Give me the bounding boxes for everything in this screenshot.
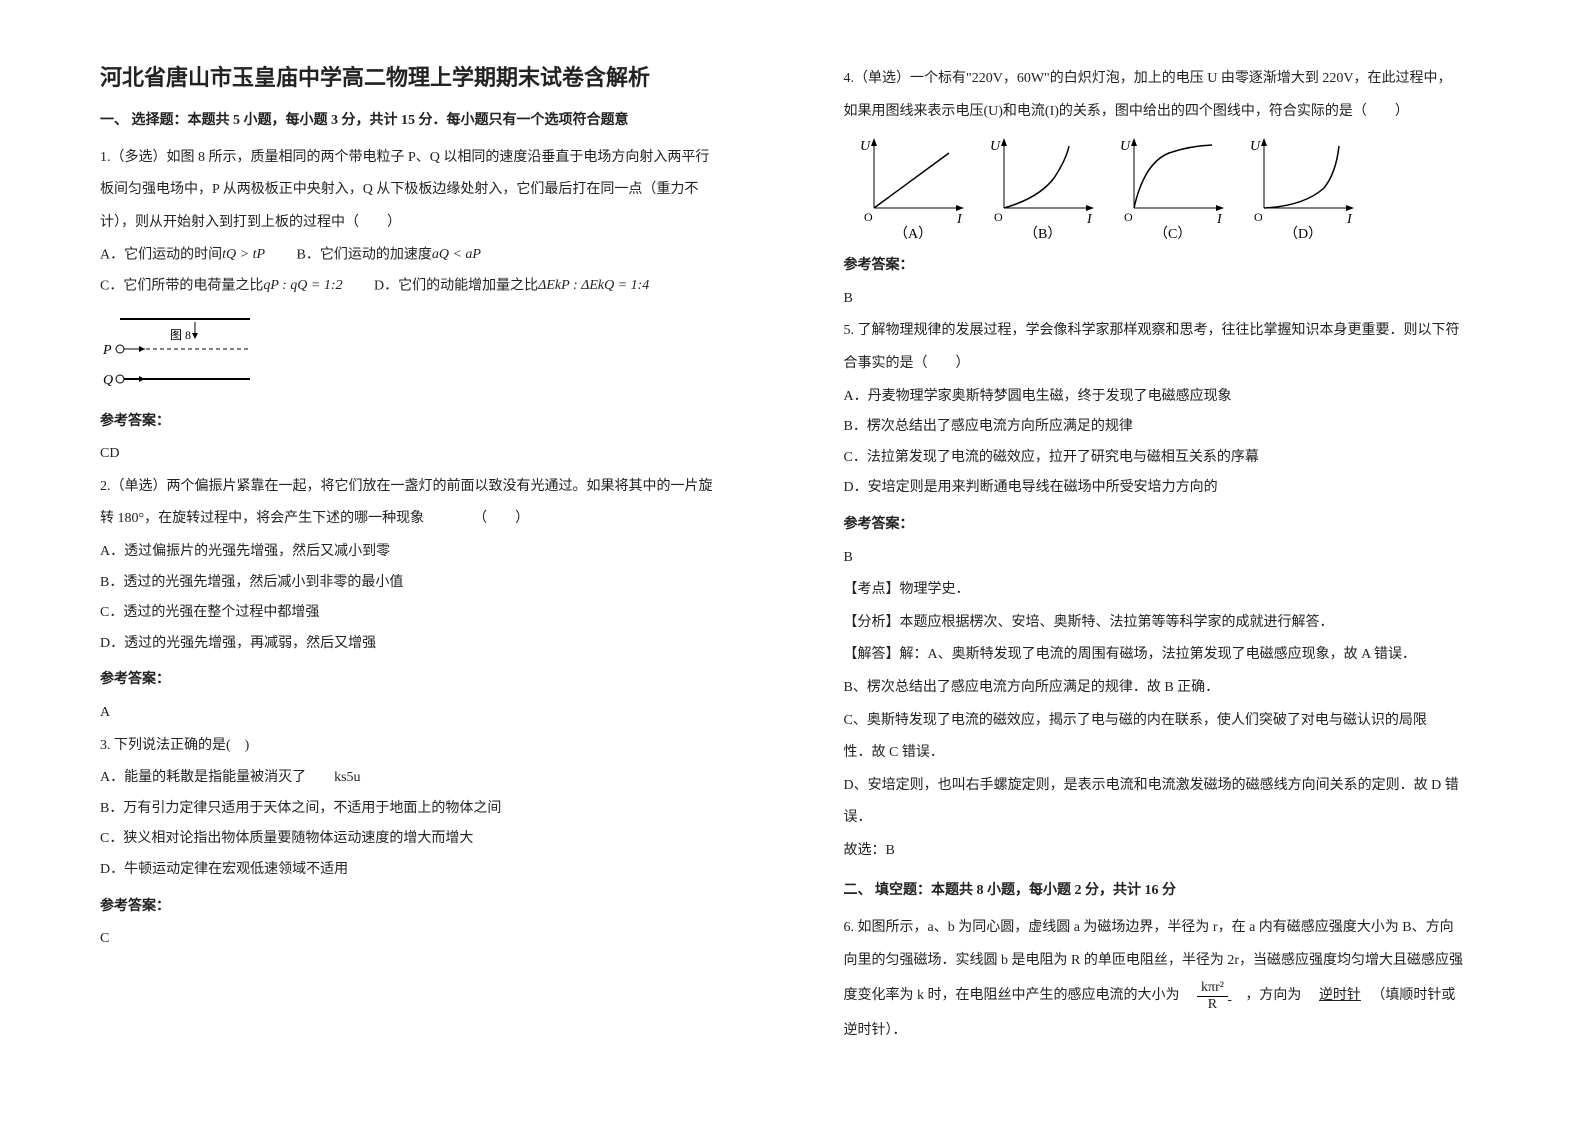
- fig8-label: 图 8: [170, 328, 191, 342]
- q5-solve-C2: 性．故 C 错误．: [844, 740, 1508, 767]
- q5-analysis: 【分析】本题应根据楞次、安培、奥斯特、法拉第等等科学家的成就进行解答．: [844, 610, 1508, 637]
- q2-optA: A．透过偏振片的光强先增强，然后又减小到零: [100, 539, 764, 566]
- q6-frac-den: R: [1197, 997, 1228, 1012]
- svg-text:I: I: [956, 212, 963, 227]
- q2-optC: C．透过的光强在整个过程中都增强: [100, 600, 764, 627]
- fig8-P: P: [102, 343, 112, 358]
- svg-text:I: I: [1086, 212, 1093, 227]
- q4-stem-line1: 4.（单选）一个标有"220V，60W"的白炽灯泡，加上的电压 U 由零逐渐增大…: [844, 66, 1508, 93]
- q6-stem-line3: 度变化率为 k 时，在电阻丝中产生的感应电流的大小为 kπr² R ，方向为 逆…: [844, 980, 1508, 1012]
- figure-8-svg: 图 8 P Q: [100, 309, 260, 399]
- svg-text:O: O: [1124, 210, 1133, 224]
- q4-label-D: （D）: [1284, 226, 1322, 242]
- q1-ref-label: 参考答案：: [100, 409, 764, 436]
- svg-text:U: U: [860, 139, 871, 154]
- q2-answer: A: [100, 700, 764, 727]
- q6-stem-line1: 6. 如图所示，a、b 为同心圆，虚线圆 a 为磁场边界，半径为 r，在 a 内…: [844, 915, 1508, 942]
- q6-blank1: kπr² R: [1197, 988, 1231, 1003]
- page-title: 河北省唐山市玉皇庙中学高二物理上学期期末试卷含解析: [100, 60, 764, 92]
- q4-ref-label: 参考答案：: [844, 253, 1508, 280]
- q3-stem: 3. 下列说法正确的是( ): [100, 733, 764, 760]
- q1-optA-math: tQ > tP: [222, 242, 265, 269]
- q5-optB: B．楞次总结出了感应电流方向所应满足的规律: [844, 414, 1508, 441]
- q1-optC-text: C．它们所带的电荷量之比: [100, 279, 263, 294]
- q3-optC: C．狭义相对论指出物体质量要随物体运动速度的增大而增大: [100, 826, 764, 853]
- q5-solve-A: 【解答】解：A、奥斯特发现了电流的周围有磁场，法拉第发现了电磁感应现象，故 A …: [844, 642, 1508, 669]
- q6-blank2: 逆时针: [1319, 988, 1361, 1003]
- q5-final: 故选：B: [844, 838, 1508, 865]
- q1-stem-line2: 板间匀强电场中，P 从两极板正中央射入，Q 从下极板边缘处射入，它们最后打在同一…: [100, 177, 764, 204]
- q4-figure-svg: U I O （A） U I O （B）: [844, 133, 1364, 243]
- q1-optB-math: aQ < aP: [432, 242, 481, 269]
- svg-text:O: O: [864, 210, 873, 224]
- q1-optA-text: A．它们运动的时间: [100, 248, 222, 263]
- q6-stem-line2: 向里的匀强磁场．实线圆 b 是电阻为 R 的单匝电阻丝，半径为 2r，当磁感应强…: [844, 948, 1508, 975]
- q6-frac-num: kπr²: [1197, 980, 1228, 996]
- q3-answer: C: [100, 926, 764, 953]
- svg-text:O: O: [1254, 210, 1263, 224]
- svg-text:I: I: [1346, 212, 1353, 227]
- q4-stem-line2: 如果用图线来表示电压(U)和电流(I)的关系，图中给出的四个图线中，符合实际的是…: [844, 99, 1508, 126]
- q4-label-C: （C）: [1154, 226, 1191, 242]
- q5-ref-label: 参考答案：: [844, 512, 1508, 539]
- q3-ref-label: 参考答案：: [100, 894, 764, 921]
- q6-stem3-post: ，方向为: [1231, 988, 1315, 1003]
- q6-stem3-pre: 度变化率为 k 时，在电阻丝中产生的感应电流的大小为: [844, 988, 1194, 1003]
- svg-text:O: O: [994, 210, 1003, 224]
- q2-stem-line2: 转 180°，在旋转过程中，将会产生下述的哪一种现象 （ ）: [100, 506, 764, 533]
- q5-solve-D2: 误．: [844, 805, 1508, 832]
- q1-option-cd: C．它们所带的电荷量之比qP : qQ = 1:2 D．它们的动能增加量之比ΔE…: [100, 273, 764, 300]
- q4-label-B: （B）: [1024, 226, 1061, 242]
- q2-optB: B．透过的光强先增强，然后减小到非零的最小值: [100, 570, 764, 597]
- q6-stem3-tail: （填顺时针或: [1364, 988, 1455, 1003]
- q1-option-ab: A．它们运动的时间tQ > tP B．它们运动的加速度aQ < aP: [100, 242, 764, 269]
- svg-text:I: I: [1216, 212, 1223, 227]
- q5-stem-line2: 合事实的是（ ）: [844, 351, 1508, 378]
- q1-optC-math: qP : qQ = 1:2: [263, 273, 342, 300]
- figure-8: 图 8 P Q: [100, 309, 764, 399]
- q1-optD-math: ΔEkP : ΔEkQ = 1:4: [538, 273, 649, 300]
- svg-text:U: U: [1120, 139, 1131, 154]
- q3-optD: D．牛顿运动定律在宏观低速领域不适用: [100, 857, 764, 884]
- q4-label-A: （A）: [894, 226, 932, 242]
- q3-optA: A．能量的耗散是指能量被消灭了 ks5u: [100, 765, 764, 792]
- fig8-Q: Q: [103, 373, 113, 388]
- q5-answer: B: [844, 545, 1508, 572]
- right-column: 4.（单选）一个标有"220V，60W"的白炽灯泡，加上的电压 U 由零逐渐增大…: [804, 60, 1508, 1082]
- q5-solve-B: B、楞次总结出了感应电流方向所应满足的规律．故 B 正确．: [844, 675, 1508, 702]
- svg-text:U: U: [990, 139, 1001, 154]
- q5-exam-point: 【考点】物理学史．: [844, 577, 1508, 604]
- q5-optD: D．安培定则是用来判断通电导线在磁场中所受安培力方向的: [844, 475, 1508, 502]
- svg-text:U: U: [1250, 139, 1261, 154]
- q1-stem-line3: 计），则从开始射入到打到上板的过程中（ ）: [100, 210, 764, 237]
- q2-stem-line1: 2.（单选）两个偏振片紧靠在一起，将它们放在一盏灯的前面以致没有光通过。如果将其…: [100, 474, 764, 501]
- q4-answer: B: [844, 286, 1508, 313]
- section2-heading: 二、 填空题：本题共 8 小题，每小题 2 分，共计 16 分: [844, 878, 1508, 905]
- section1-heading: 一、 选择题：本题共 5 小题，每小题 3 分，共计 15 分．每小题只有一个选…: [100, 108, 764, 135]
- q6-fraction: kπr² R: [1197, 980, 1228, 1012]
- q2-ref-label: 参考答案：: [100, 667, 764, 694]
- q1-stem-line1: 1.（多选）如图 8 所示，质量相同的两个带电粒子 P、Q 以相同的速度沿垂直于…: [100, 145, 764, 172]
- left-column: 河北省唐山市玉皇庙中学高二物理上学期期末试卷含解析 一、 选择题：本题共 5 小…: [100, 60, 804, 1082]
- q5-optA: A．丹麦物理学家奥斯特梦圆电生磁，终于发现了电磁感应现象: [844, 384, 1508, 411]
- q1-optB-text: B．它们运动的加速度: [269, 248, 432, 263]
- q2-optD: D．透过的光强先增强，再减弱，然后又增强: [100, 631, 764, 658]
- q1-optD-text: D．它们的动能增加量之比: [346, 279, 538, 294]
- q5-stem-line1: 5. 了解物理规律的发展过程，学会像科学家那样观察和思考，往往比掌握知识本身更重…: [844, 318, 1508, 345]
- q4-figure: U I O （A） U I O （B）: [844, 133, 1508, 243]
- q5-solve-D1: D、安培定则，也叫右手螺旋定则，是表示电流和电流激发磁场的磁感线方向间关系的定则…: [844, 773, 1508, 800]
- q5-optC: C．法拉第发现了电流的磁效应，拉开了研究电与磁相互关系的序幕: [844, 445, 1508, 472]
- q6-stem-line4: 逆时针）．: [844, 1018, 1508, 1045]
- q3-optB: B．万有引力定律只适用于天体之间，不适用于地面上的物体之间: [100, 796, 764, 823]
- q5-solve-C1: C、奥斯特发现了电流的磁效应，揭示了电与磁的内在联系，使人们突破了对电与磁认识的…: [844, 708, 1508, 735]
- q1-answer: CD: [100, 441, 764, 468]
